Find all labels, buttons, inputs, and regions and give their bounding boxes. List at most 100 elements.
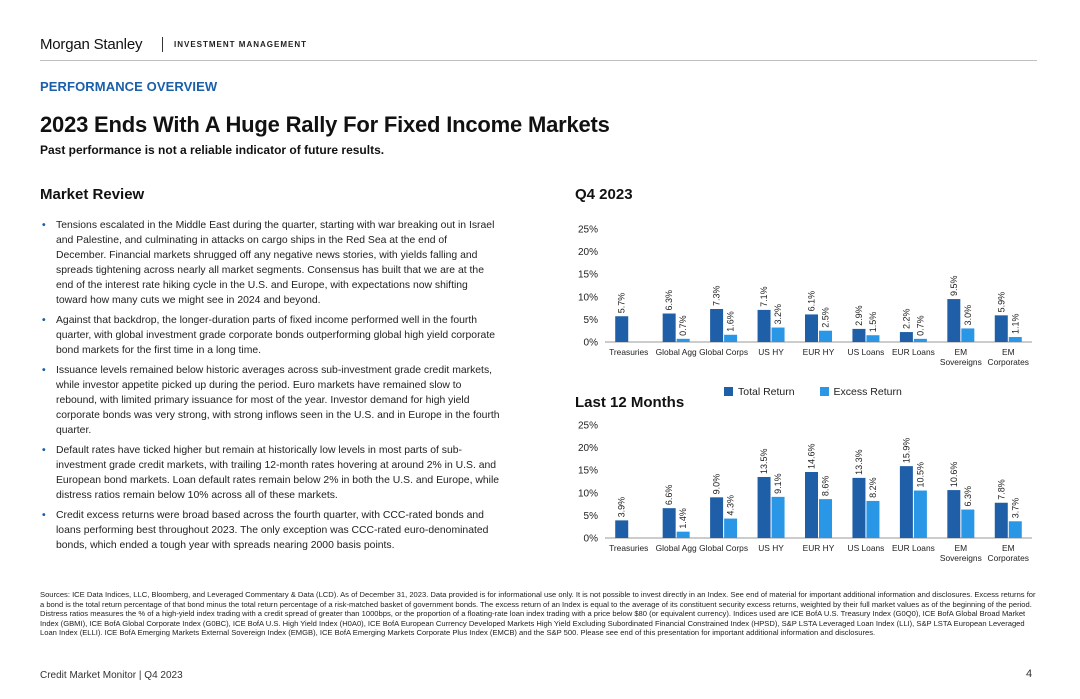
bar-total-return — [899, 332, 913, 342]
bar-total-return — [805, 472, 818, 538]
data-label-total: 2.9% — [854, 305, 864, 326]
bar-excess-return — [913, 490, 927, 538]
bullet-icon: • — [42, 365, 46, 376]
data-label-total: 9.5% — [949, 276, 959, 297]
y-tick-label: 10% — [578, 488, 598, 499]
bar-total-return — [615, 520, 629, 538]
bar-excess-return — [724, 334, 738, 342]
y-tick-label: 15% — [578, 466, 598, 477]
data-label-total: 6.1% — [807, 291, 817, 312]
y-tick-label: 5% — [584, 511, 599, 522]
bullet-icon: • — [42, 315, 46, 326]
list-item: • Credit excess returns were broad based … — [40, 508, 500, 553]
data-label-excess: 8.6% — [821, 476, 831, 497]
data-label-excess: 1.1% — [1010, 314, 1020, 335]
bar-excess-return — [676, 531, 690, 538]
y-tick-label: 20% — [578, 443, 598, 454]
data-label-total: 7.3% — [712, 285, 722, 306]
bar-excess-return — [1008, 337, 1022, 342]
data-label-excess: 0.7% — [915, 315, 925, 336]
q4-bar-chart: 0% 5% 10% 15% 20% 25% 5.7% Treasuries 6.3% 0.7% Gl… — [578, 225, 1032, 367]
y-tick-label: 15% — [578, 270, 598, 281]
data-label-total: 5.9% — [996, 292, 1006, 313]
data-label-excess: 1.6% — [726, 311, 736, 332]
header-rule — [40, 60, 1037, 61]
legend-swatch-total — [724, 387, 733, 396]
x-tick-label: EUR Loans — [892, 543, 935, 553]
x-tick-label: EM — [1002, 543, 1015, 553]
bullet-icon: • — [42, 445, 46, 456]
data-label-total: 3.9% — [617, 497, 627, 518]
bar-total-return — [662, 508, 676, 538]
bar-excess-return — [866, 335, 880, 342]
bar-excess-return — [771, 327, 785, 342]
x-tick-label: Treasuries — [609, 543, 648, 553]
data-label-total: 13.3% — [854, 449, 864, 475]
x-tick-label: US HY — [758, 543, 784, 553]
bar-excess-return — [819, 330, 832, 342]
market-review-list: • Tensions escalated in the Middle East d… — [40, 218, 500, 558]
bullet-text: Default rates have ticked higher but rem… — [56, 445, 500, 501]
page-number: 4 — [1026, 668, 1033, 680]
legend-label-total: Total Return — [738, 386, 795, 398]
bullet-text: Against that backdrop, the longer-durati… — [56, 315, 495, 356]
x-tick-label: Treasuries — [609, 347, 648, 357]
bar-total-return — [947, 299, 961, 342]
brand-logo: Morgan Stanley — [40, 36, 143, 53]
page-title: 2023 Ends With A Huge Rally For Fixed In… — [40, 112, 610, 137]
y-tick-label: 10% — [578, 292, 598, 303]
bar-total-return — [805, 314, 818, 342]
bullet-text: Credit excess returns were broad based a… — [56, 510, 489, 551]
x-tick-label: EUR HY — [803, 543, 835, 553]
bar-excess-return — [913, 338, 927, 342]
x-tick-label: US Loans — [848, 543, 885, 553]
division-label: INVESTMENT MANAGEMENT — [174, 40, 307, 49]
data-label-excess: 3.2% — [773, 304, 783, 325]
bar-excess-return — [961, 328, 975, 342]
data-label-excess: 1.5% — [868, 312, 878, 333]
data-label-total: 7.8% — [996, 479, 1006, 500]
bar-total-return — [852, 328, 866, 342]
y-tick-label: 0% — [584, 338, 599, 349]
x-tick-label: EM — [955, 543, 968, 553]
data-label-total: 5.7% — [617, 293, 627, 314]
y-tick-label: 5% — [584, 315, 599, 326]
x-tick-label: Sovereigns — [940, 357, 982, 367]
sources-note: Sources: ICE Data Indices, LLC, Bloomber… — [40, 590, 1036, 638]
data-label-excess: 0.7% — [678, 315, 688, 336]
x-tick-label: EUR HY — [803, 347, 835, 357]
bullet-icon: • — [42, 220, 46, 231]
x-tick-label: EM — [955, 347, 968, 357]
bar-total-return — [947, 490, 961, 538]
bar-excess-return — [866, 500, 880, 538]
market-review-heading: Market Review — [40, 186, 145, 203]
bar-excess-return — [1008, 521, 1022, 538]
x-tick-label: Global Corps — [699, 347, 748, 357]
data-label-excess: 3.0% — [963, 305, 973, 326]
page-subtitle: Past performance is not a reliable indic… — [40, 143, 385, 157]
list-item: • Against that backdrop, the longer-durat… — [40, 313, 500, 358]
x-tick-label: Sovereigns — [940, 553, 982, 563]
chart-title-12m: Last 12 Months — [575, 394, 685, 411]
bar-excess-return — [724, 518, 738, 538]
legend-item-total: Total Return — [724, 386, 795, 398]
chart-title-q4: Q4 2023 — [575, 186, 633, 203]
bar-total-return — [662, 313, 676, 342]
list-item: • Issuance levels remained below historic… — [40, 363, 500, 438]
data-label-excess: 3.7% — [1010, 498, 1020, 519]
legend-swatch-excess — [819, 387, 829, 396]
bar-total-return — [757, 476, 771, 538]
x-tick-label: US Loans — [848, 347, 885, 357]
data-label-total: 2.2% — [901, 309, 911, 330]
bullet-text: Tensions escalated in the Middle East du… — [56, 220, 495, 306]
bullet-icon: • — [42, 510, 46, 521]
chart-legend: Total Return Excess Return — [724, 386, 924, 398]
y-tick-label: 25% — [578, 421, 598, 432]
data-label-total: 6.3% — [664, 290, 674, 311]
y-tick-label: 25% — [578, 225, 598, 236]
data-label-excess: 6.3% — [963, 486, 973, 507]
last-12-months-bar-chart: 0% 5% 10% 15% 20% 25% 3.9% Treasuries 6.6% 1.4% Gl… — [578, 421, 1032, 563]
bullet-text: Issuance levels remained below historic … — [56, 365, 500, 436]
bar-excess-return — [819, 499, 832, 538]
bar-total-return — [994, 502, 1008, 538]
